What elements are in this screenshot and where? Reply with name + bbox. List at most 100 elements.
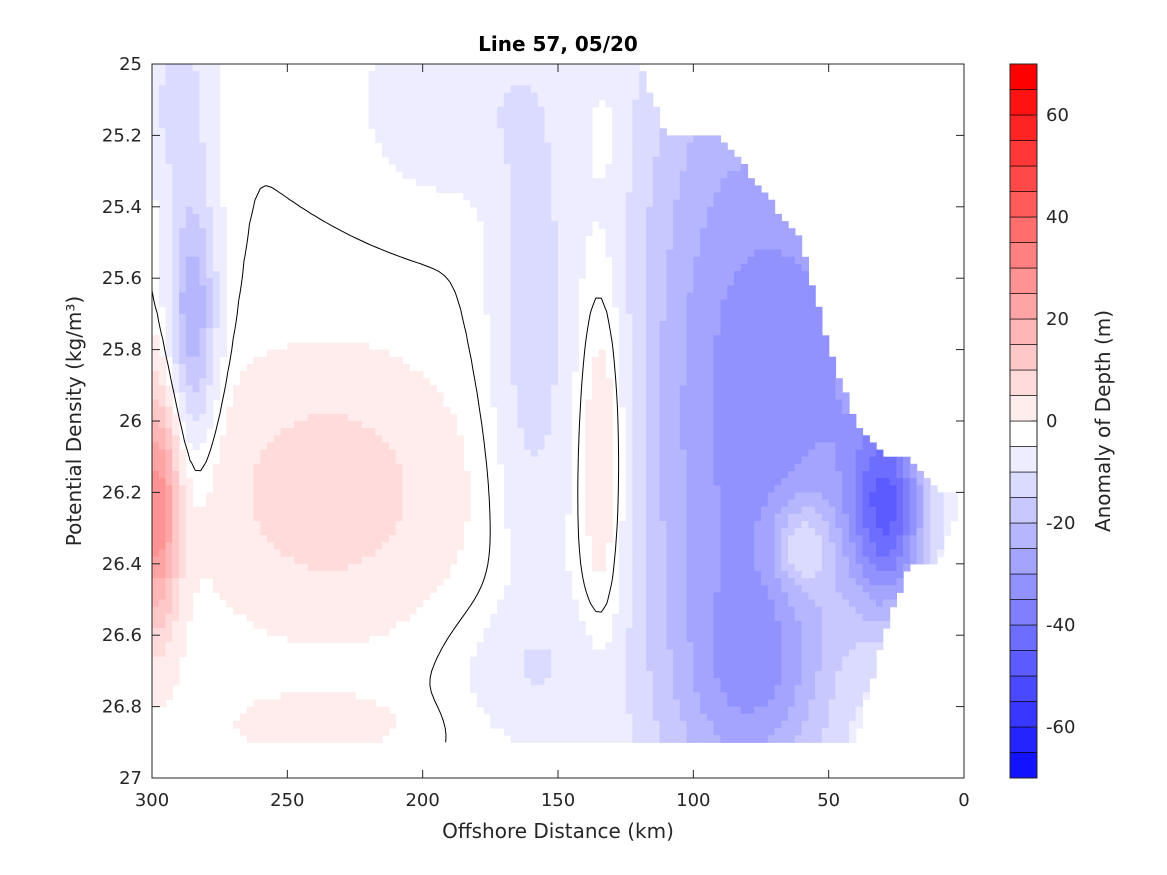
field-cell: [415, 485, 424, 493]
field-cell: [192, 585, 200, 593]
field-cell: [686, 363, 694, 372]
field-cell: [571, 670, 579, 679]
field-cell: [152, 506, 160, 515]
field-cell: [530, 299, 539, 308]
field-cell: [260, 528, 268, 536]
field-cell: [388, 442, 397, 451]
field-cell: [429, 521, 437, 529]
field-cell: [673, 185, 681, 194]
field-cell: [591, 678, 600, 686]
field-cell: [530, 599, 539, 608]
field-cell: [185, 506, 194, 515]
field-cell: [280, 399, 288, 408]
field-cell: [368, 613, 376, 622]
field-cell: [483, 156, 491, 165]
field-cell: [679, 713, 688, 722]
field-cell: [639, 313, 647, 322]
field-cell: [219, 478, 228, 486]
field-cell: [152, 606, 160, 615]
field-cell: [300, 542, 309, 551]
field-cell: [659, 620, 667, 629]
field-cell: [551, 149, 559, 158]
field-cell: [382, 142, 390, 151]
field-cell: [646, 728, 654, 736]
field-cell: [422, 378, 431, 386]
field-cell: [564, 249, 573, 258]
field-cell: [639, 342, 647, 351]
field-cell: [219, 228, 228, 236]
field-cell: [415, 142, 424, 151]
field-cell: [490, 78, 498, 86]
field-cell: [348, 421, 356, 429]
field-cell: [686, 570, 694, 579]
field-cell: [348, 499, 356, 508]
field-cell: [551, 421, 559, 429]
field-cell: [327, 606, 336, 615]
field-cell: [321, 563, 329, 572]
field-cell: [679, 685, 688, 693]
field-cell: [652, 585, 661, 593]
field-cell: [551, 285, 559, 293]
field-cell: [571, 663, 579, 672]
field-cell: [551, 92, 559, 101]
field-cell: [558, 542, 566, 551]
field-cell: [152, 635, 160, 643]
field-cell: [253, 720, 261, 729]
field-cell: [530, 235, 539, 244]
field-cell: [544, 456, 552, 465]
field-cell: [517, 563, 525, 572]
field-cell: [544, 492, 552, 501]
field-cell: [192, 428, 200, 436]
field-cell: [172, 228, 180, 236]
field-cell: [179, 142, 187, 151]
field-cell: [402, 485, 410, 493]
field-cell: [625, 192, 634, 201]
field-cell: [510, 78, 518, 86]
field-cell: [172, 292, 180, 301]
field-cell: [544, 385, 552, 393]
field-cell: [517, 492, 525, 501]
field-cell: [422, 392, 431, 401]
field-cell: [456, 492, 464, 501]
field-cell: [212, 235, 221, 244]
field-cell: [152, 185, 160, 194]
field-cell: [564, 442, 573, 451]
field-cell: [172, 592, 180, 601]
field-cell: [287, 606, 295, 615]
field-cell: [300, 521, 309, 529]
field-cell: [253, 485, 261, 493]
field-cell: [524, 692, 532, 700]
field-cell: [618, 206, 627, 215]
field-cell: [564, 421, 573, 429]
field-cell: [558, 478, 566, 486]
field-cell: [517, 149, 525, 158]
field-cell: [260, 406, 268, 415]
field-cell: [652, 292, 661, 301]
field-cell: [402, 471, 410, 479]
field-cell: [355, 699, 363, 708]
field-cell: [571, 606, 579, 615]
field-cell: [415, 406, 424, 415]
field-cell: [652, 106, 661, 115]
field-cell: [267, 613, 275, 622]
field-cell: [524, 99, 532, 108]
field-cell: [632, 106, 640, 115]
field-cell: [510, 99, 518, 108]
field-cell: [382, 620, 390, 629]
field-cell: [571, 292, 579, 301]
field-cell: [693, 192, 701, 201]
field-cell: [652, 328, 661, 336]
field-cell: [632, 456, 640, 465]
field-cell: [497, 128, 505, 136]
field-cell: [544, 399, 552, 408]
field-cell: [659, 449, 667, 458]
field-cell: [436, 578, 444, 586]
field-cell: [382, 413, 390, 422]
field-cell: [368, 513, 376, 522]
field-cell: [192, 249, 200, 258]
field-cell: [618, 363, 627, 372]
field-cell: [551, 642, 559, 650]
field-cell: [679, 728, 688, 736]
field-cell: [679, 292, 688, 301]
field-cell: [530, 556, 539, 565]
